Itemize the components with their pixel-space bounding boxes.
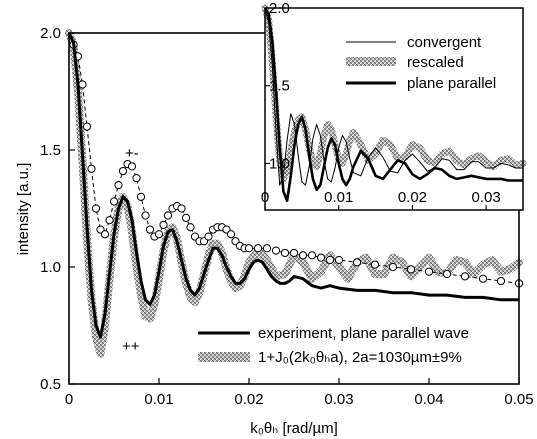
data-point-circle (87, 164, 96, 173)
main-y-tick-label: 1.0 (40, 259, 61, 276)
main-x-tick-label: 0.03 (324, 391, 353, 408)
data-point-circle (460, 272, 470, 281)
inset-series-rescaled-band (261, 4, 527, 183)
data-point-circle (424, 267, 434, 276)
data-point-circle (280, 248, 290, 258)
data-point-circle (204, 232, 213, 241)
data-point-circle (159, 220, 168, 229)
main-y-tick-label: 1.5 (40, 142, 61, 159)
data-point-circle (141, 211, 150, 220)
data-point-circle (132, 173, 141, 183)
data-point-circle (496, 276, 506, 286)
data-point-circle (181, 213, 191, 222)
data-point-circle (307, 251, 317, 260)
data-point-circle (114, 181, 123, 190)
data-point-circle (271, 246, 281, 255)
data-point-circle (334, 255, 344, 265)
data-point-circle (226, 230, 236, 239)
data-point-circle (298, 251, 308, 260)
inset-x-tick-label: 0.03 (472, 189, 501, 206)
inset-plot-frame (264, 7, 524, 211)
data-point-circle (100, 230, 110, 239)
inset-legend-label-rescaled: rescaled (407, 54, 464, 71)
inset-y-tick-label: 1.5 (269, 78, 290, 95)
data-point-circle (289, 248, 299, 258)
main-plot: 0 0.01 0.02 0.03 0.04 0.05 0.5 1.0 1.5 2.0 (40, 25, 533, 408)
inset-legend: convergent rescaled plane parallel (346, 34, 496, 92)
main-x-tick-label: 0.02 (234, 391, 263, 408)
data-point-circle (145, 225, 155, 234)
inset-series-plane-parallel-line (263, 7, 523, 202)
data-point-circle (244, 244, 254, 253)
main-legend: experiment, plane parallel wave 1+J₀(2k₀… (198, 325, 469, 366)
inset-series-convergent-line (264, 7, 523, 186)
main-x-tick-label: 0 (65, 391, 73, 408)
annotation-plus-plus: ++ (122, 338, 140, 355)
inset-legend-label-convergent: convergent (407, 34, 482, 51)
data-point-circle (136, 192, 146, 201)
data-point-circle (442, 269, 452, 279)
inset-legend-label-plane-parallel: plane parallel (407, 75, 496, 92)
main-x-tick-label: 0.01 (144, 391, 173, 408)
y-axis-label: intensity [a.u.] (15, 163, 32, 256)
data-point-circle (388, 262, 398, 272)
main-y-tick-label: 2.0 (40, 25, 61, 42)
legend-label-experiment: experiment, plane parallel wave (258, 325, 469, 342)
data-point-circle (118, 166, 128, 176)
annotation-plus-minus: +- (125, 145, 139, 162)
data-point-circle (78, 80, 87, 89)
data-point-circle (262, 244, 272, 253)
data-point-circle (478, 274, 488, 283)
data-point-circle (163, 211, 173, 220)
data-point-circle (253, 244, 263, 253)
legend-swatch-bessel (198, 352, 250, 362)
inset-x-tick-label: 0.01 (324, 189, 353, 206)
data-point-circle (109, 197, 119, 206)
main-x-tick-label: 0.04 (414, 391, 443, 408)
data-point-circle (406, 265, 416, 274)
data-point-circle (316, 253, 326, 262)
data-point-circle (325, 255, 335, 265)
data-point-circle (370, 260, 380, 269)
data-point-circle (154, 230, 164, 239)
data-point-circle (186, 223, 195, 232)
legend-label-bessel: 1+J₀(2k₀θₕa), 2a=1030µm±9% (258, 349, 462, 366)
main-x-tick-label: 0.05 (504, 391, 533, 408)
data-point-circle (177, 204, 186, 213)
data-point-circle (82, 122, 92, 131)
inset-x-tick-label: 0.02 (398, 189, 427, 206)
data-point-circle (91, 204, 101, 213)
data-point-circle (352, 258, 362, 267)
data-point-circle (127, 162, 137, 171)
data-point-circle (105, 216, 114, 225)
inset-legend-swatch-rescaled (346, 57, 396, 66)
inset-y-tick-label: 1.0 (269, 155, 290, 172)
x-axis-label: k₀θₕ [rad/µm] (250, 420, 338, 437)
series-experiment-line (67, 32, 519, 339)
main-y-tick-label: 0.5 (40, 376, 61, 393)
